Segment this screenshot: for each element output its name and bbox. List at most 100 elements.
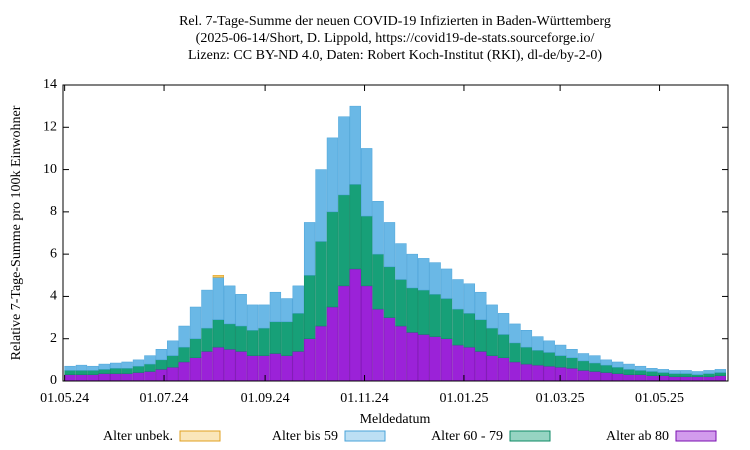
bar-segment <box>669 370 681 374</box>
bar-segment <box>612 361 624 368</box>
bar-segment <box>714 369 727 373</box>
bar-segment <box>315 241 327 327</box>
bar-segment <box>303 222 316 276</box>
bar-segment <box>75 364 88 371</box>
bar-segment <box>110 362 122 369</box>
x-tick-label: 01.03.25 <box>536 391 585 406</box>
bar-segment <box>452 279 464 310</box>
bar-segment <box>64 370 76 375</box>
bar-segment <box>110 368 122 374</box>
bar-segment <box>132 365 145 373</box>
x-tick-label: 01.09.24 <box>241 391 290 406</box>
bar-segment <box>383 222 396 268</box>
bar-segment <box>144 355 156 365</box>
bar-segment <box>406 332 418 381</box>
bar-segment <box>178 361 190 381</box>
bar-segment <box>87 365 99 371</box>
bar-segment <box>497 357 510 381</box>
bar-segment <box>532 364 544 381</box>
bar-segment <box>269 291 282 323</box>
bar-segment <box>75 374 88 381</box>
bar-segment <box>292 351 304 381</box>
bar-segment <box>132 359 145 367</box>
chart-subtitle: (2025-06-14/Short, D. Lippold, https://c… <box>196 31 595 46</box>
bar-segment <box>634 370 647 375</box>
bar-segment <box>463 313 476 348</box>
x-tick-label: 01.05.25 <box>635 391 684 406</box>
bar-segment <box>612 367 624 374</box>
bar-segment <box>315 169 327 242</box>
bar-segment <box>189 338 202 358</box>
bar-segment <box>680 370 692 374</box>
x-axis-label: Meldedatum <box>360 412 431 427</box>
bar-segment <box>623 369 635 375</box>
bar-segment <box>224 285 236 325</box>
x-tick-label: 01.07.24 <box>140 391 189 406</box>
bar-segment <box>75 370 88 375</box>
bar-segment <box>703 370 715 374</box>
y-tick-label: 10 <box>43 162 57 177</box>
bar-segment <box>577 360 590 371</box>
bar-segment <box>406 253 418 289</box>
x-tick-label: 01.11.24 <box>340 391 388 406</box>
bar-segment <box>167 367 179 381</box>
bar-segment <box>98 373 110 381</box>
bar-segment <box>383 317 396 381</box>
y-tick-label: 14 <box>43 77 57 92</box>
bar-segment <box>315 325 327 381</box>
bar-segment <box>303 275 316 339</box>
bar-segment <box>269 321 282 354</box>
bar-segment <box>361 285 373 381</box>
bar-segment <box>235 325 247 352</box>
bar-segment <box>680 373 692 378</box>
bar-segment <box>201 327 213 352</box>
bar-segment <box>98 369 110 374</box>
bar-segment <box>258 355 270 381</box>
bar-segment <box>189 357 202 381</box>
bar-segment <box>429 336 441 381</box>
bar-segment <box>201 351 213 381</box>
bar-segment <box>612 373 624 381</box>
bar-segment <box>235 351 247 381</box>
bar-segment <box>577 370 590 381</box>
bar-segment <box>497 334 510 358</box>
bar-segment <box>486 327 498 356</box>
bar-segment <box>646 368 658 372</box>
bar-segment <box>64 365 76 371</box>
bar-segment <box>87 374 99 381</box>
bar-segment <box>475 351 487 381</box>
bar-segment <box>634 374 647 381</box>
bar-segment <box>87 370 99 375</box>
bar-segment <box>429 294 441 337</box>
bar-segment <box>98 363 110 370</box>
chart-subtitle: Lizenz: CC BY-ND 4.0, Daten: Robert Koch… <box>188 48 602 63</box>
bar-segment <box>235 294 247 327</box>
bar-segment <box>669 373 681 378</box>
legend-swatch <box>344 430 386 442</box>
x-tick-label: 01.01.25 <box>439 391 488 406</box>
x-tick-label: 01.05.24 <box>40 391 89 406</box>
bar-segment <box>406 287 418 333</box>
y-tick-label: 4 <box>50 289 57 304</box>
bar-segment <box>326 306 339 381</box>
bar-segment <box>281 355 293 381</box>
bar-segment <box>349 105 361 185</box>
bar-segment <box>269 353 282 381</box>
y-tick-label: 2 <box>50 331 57 346</box>
bar-segment <box>303 338 316 381</box>
bar-segment <box>440 338 453 381</box>
bar-segment <box>281 298 293 323</box>
bar-segment <box>520 330 533 348</box>
bar-segment <box>463 283 476 314</box>
bar-segment <box>372 253 384 310</box>
bar-segment <box>497 313 510 335</box>
bar-segment <box>566 357 578 369</box>
bar-segment <box>532 336 544 351</box>
bar-segment <box>714 375 727 381</box>
bar-segment <box>349 268 361 381</box>
bar-segment <box>121 368 133 374</box>
bar-segment <box>201 289 213 329</box>
bar-segment <box>589 362 601 372</box>
bar-segment <box>155 349 167 361</box>
bar-segment <box>395 243 407 280</box>
